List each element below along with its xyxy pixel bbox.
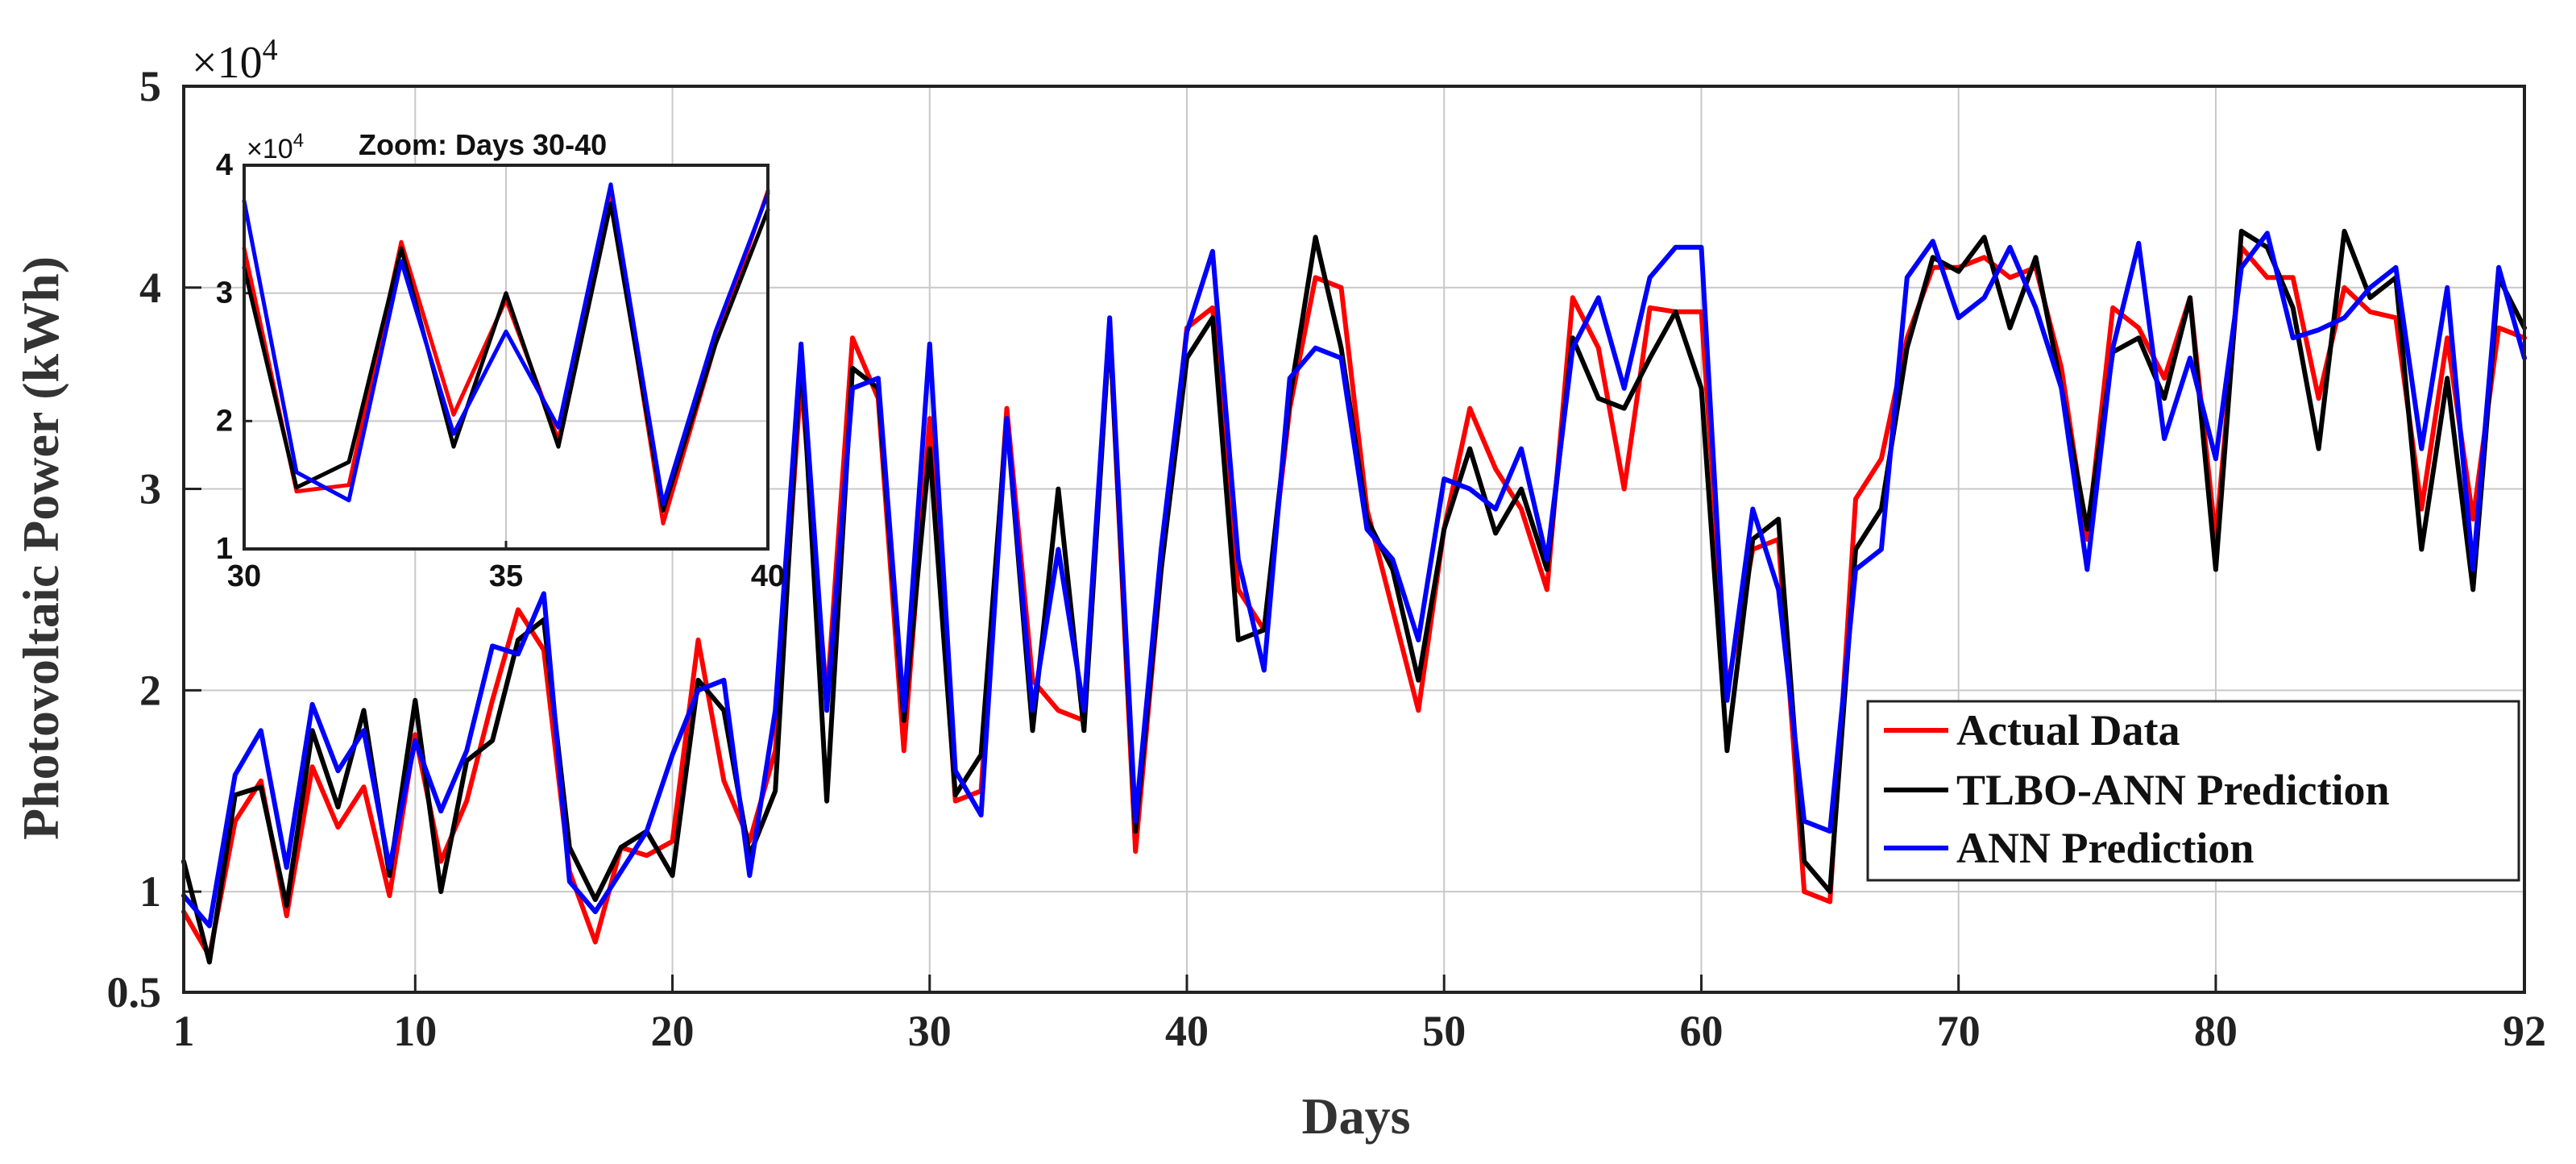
x-tick-label: 92 — [2503, 1007, 2546, 1055]
y-tick-label: 5 — [139, 62, 161, 110]
x-tick-label: 40 — [751, 559, 785, 593]
inset-x-tick-labels: 30 35 40 — [227, 559, 785, 593]
x-tick-label: 70 — [1937, 1007, 1981, 1055]
x-tick-label: 35 — [489, 559, 523, 593]
y-tick-label: 2 — [139, 666, 161, 714]
x-tick-label: 20 — [651, 1007, 695, 1055]
main-exponent-power: 4 — [263, 33, 278, 67]
x-tick-label: 10 — [393, 1007, 437, 1055]
x-tick-label: 30 — [227, 559, 261, 593]
y-tick-label: 1 — [139, 867, 161, 916]
x-axis-title: Days — [1301, 1087, 1410, 1145]
legend-label-tlbo-ann: TLBO-ANN Prediction — [1956, 766, 2390, 814]
y-tick-label: 3 — [139, 465, 161, 513]
inset-exponent-power: 4 — [293, 130, 304, 152]
main-series-lines — [181, 228, 2527, 965]
y-tick-label: 0.5 — [107, 968, 162, 1016]
legend: Actual Data TLBO-ANN Prediction ANN Pred… — [1866, 700, 2520, 882]
x-tick-label: 40 — [1165, 1007, 1209, 1055]
series-line-tlbo-ann-prediction — [242, 202, 770, 513]
y-tick-label: 4 — [139, 264, 161, 312]
y-tick-label: 4 — [216, 148, 233, 182]
x-tick-label: 60 — [1679, 1007, 1723, 1055]
inset-y-tick-labels: 1 2 3 4 — [216, 148, 233, 566]
main-plot-frame — [182, 85, 2526, 994]
inset-series-lines — [242, 182, 770, 526]
series-line-actual-data — [242, 189, 770, 526]
x-tick-label: 30 — [908, 1007, 952, 1055]
x-tick-label: 1 — [173, 1007, 195, 1055]
inset-exponent-base: ×10 — [247, 134, 293, 164]
y-tick-label: 2 — [216, 404, 233, 438]
y-axis-title: Photovoltaic Power (kWh) — [12, 256, 69, 840]
legend-label-ann: ANN Prediction — [1956, 824, 2254, 872]
main-exponent-base: ×10 — [192, 38, 263, 88]
y-tick-label: 1 — [216, 532, 233, 566]
inset-title: Zoom: Days 30-40 — [359, 128, 607, 161]
legend-label-actual: Actual Data — [1956, 706, 2180, 755]
x-tick-label: 80 — [2194, 1007, 2238, 1055]
y-tick-label: 3 — [216, 276, 233, 310]
legend-box — [1866, 700, 2520, 882]
main-exponent-label: ×104 — [192, 33, 278, 88]
x-tick-label: 50 — [1422, 1007, 1466, 1055]
inset-exponent-label: ×104 — [247, 130, 304, 164]
series-line-ann-prediction — [181, 231, 2527, 929]
main-x-tick-labels: 1 10 20 30 40 50 60 70 80 92 — [173, 1007, 2547, 1055]
inset-frame — [243, 164, 769, 551]
series-line-ann-prediction — [242, 182, 770, 506]
main-y-tick-labels: 0.5 1 2 3 4 5 — [107, 62, 162, 1016]
